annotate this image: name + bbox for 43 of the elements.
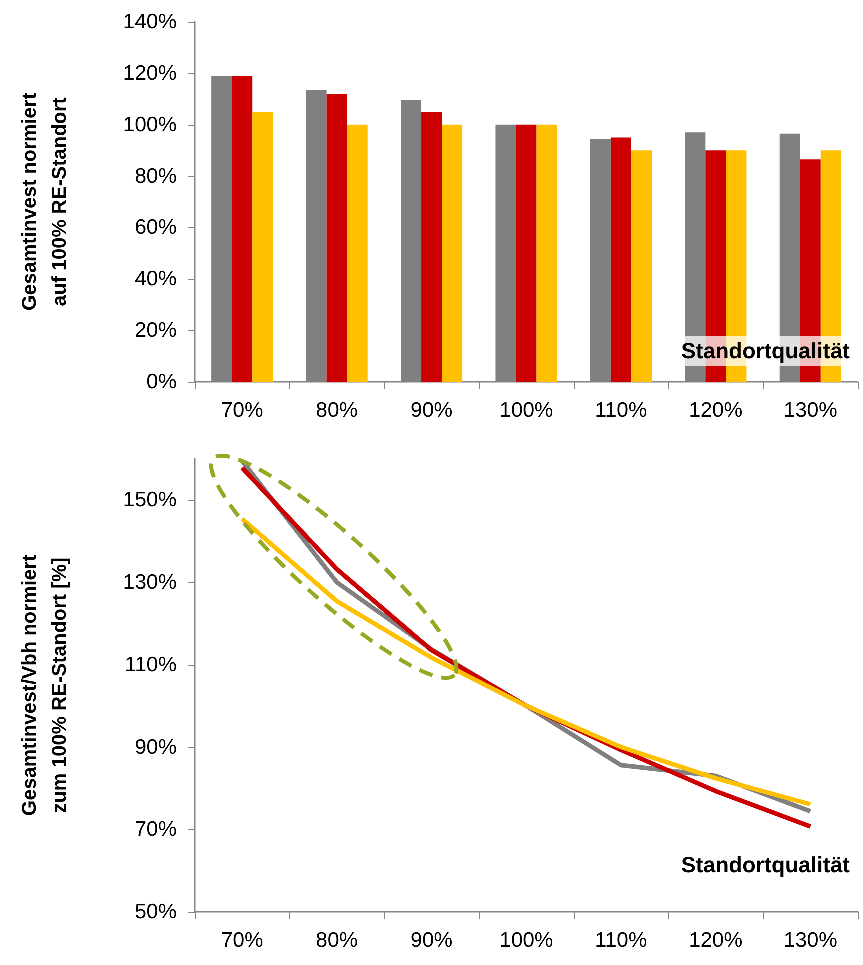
bar (252, 112, 274, 382)
x-tick-label: 70% (221, 399, 264, 422)
y-tick-label: 20% (134, 319, 177, 342)
bar (232, 76, 253, 382)
bar (516, 124, 537, 382)
y-tick-label: 140% (123, 10, 177, 34)
x-axis-title: Standortqualität (681, 338, 851, 364)
x-tick-label: 90% (410, 399, 453, 422)
x-tick-label: 70% (221, 929, 264, 952)
bar (536, 124, 558, 382)
y-tick-label: 50% (134, 900, 177, 924)
bar (326, 94, 348, 382)
bar (422, 112, 442, 382)
x-tick-label: 110% (595, 929, 648, 952)
x-tick-label: 90% (410, 929, 453, 952)
y-tick-label: 80% (134, 164, 177, 188)
bar (610, 138, 632, 382)
bar (347, 124, 368, 382)
line-series (240, 516, 813, 807)
x-tick-label: 130% (784, 929, 838, 952)
y-tick-label: 70% (134, 818, 177, 842)
x-tick-label: 130% (784, 399, 838, 422)
y-axis-title: Gesamtinvest/Vbh normiert zum 100% RE-Standort [%] (19, 554, 71, 816)
x-tick-label: 80% (316, 399, 358, 422)
bar (442, 124, 463, 382)
y-tick-label: 40% (134, 268, 177, 291)
x-tick-label: 110% (595, 399, 648, 422)
x-tick-label: 120% (689, 929, 743, 952)
x-tick-label: 100% (500, 399, 554, 422)
y-tick-label: 0% (146, 370, 177, 394)
x-tick-label: 100% (500, 929, 554, 952)
y-tick-label: 60% (134, 216, 177, 240)
y-tick-label: 90% (134, 736, 177, 759)
y-tick-label: 130% (123, 571, 177, 594)
y-tick-label: 110% (124, 653, 177, 676)
y-tick-label: 100% (123, 113, 177, 136)
y-axis-title: Gesamtinvest normiert auf 100% RE-Standort (19, 92, 71, 311)
y-tick-label: 120% (123, 62, 177, 85)
y-tick-label: 150% (123, 488, 177, 512)
x-tick-label: 80% (316, 929, 358, 952)
x-axis-title: Standortqualität (681, 852, 851, 878)
x-tick-label: 120% (689, 399, 743, 422)
bar (631, 150, 652, 382)
